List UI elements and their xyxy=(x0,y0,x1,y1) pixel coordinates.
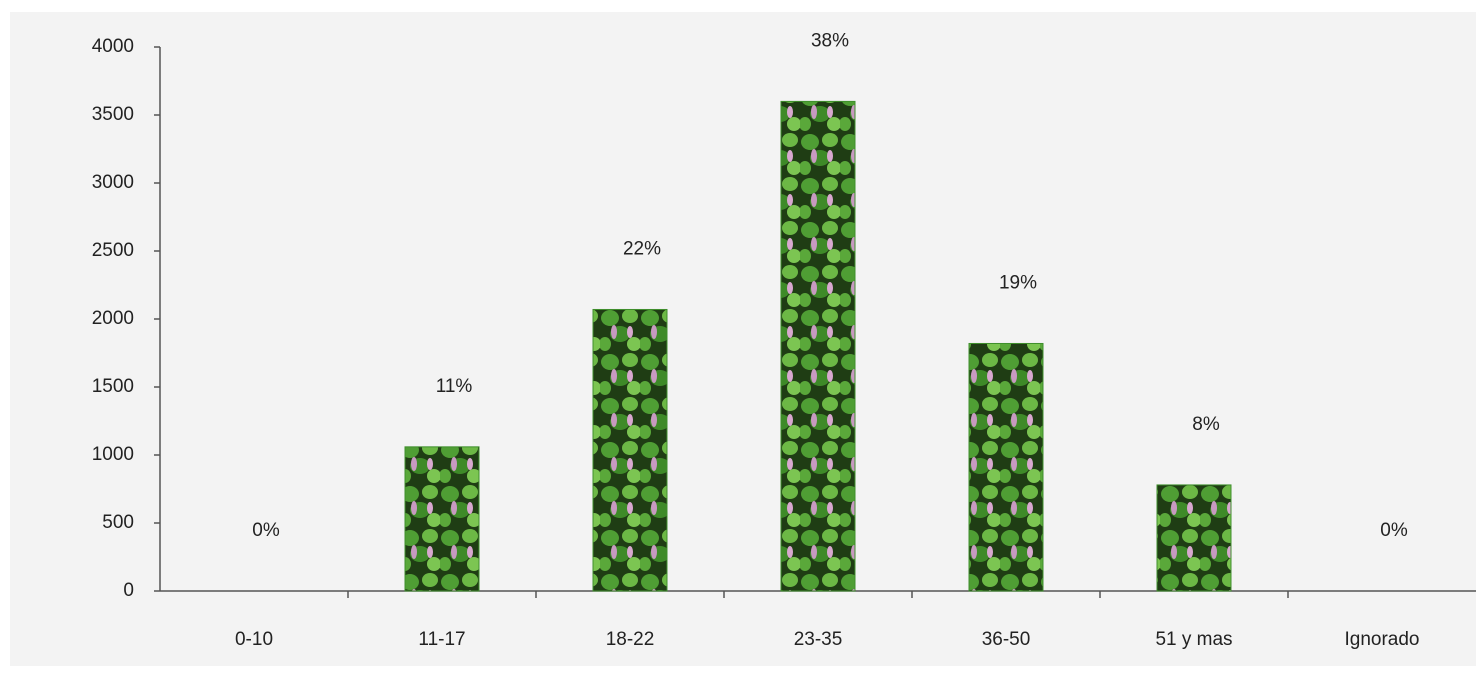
y-tick-label: 3000 xyxy=(92,172,134,193)
y-tick-label: 1000 xyxy=(92,444,134,465)
data-label: 0% xyxy=(252,520,280,541)
bar xyxy=(1156,484,1232,592)
x-tick-label: 51 y mas xyxy=(1155,629,1232,650)
data-label: 8% xyxy=(1192,414,1220,435)
plot: 0 500 1000 1500 2000 2500 3000 3500 4000 0-10 0% 11… xyxy=(92,30,1476,650)
data-label: 22% xyxy=(623,238,661,259)
x-tick-label: 18-22 xyxy=(606,629,655,650)
y-tick-label: 3500 xyxy=(92,104,134,125)
data-label: 0% xyxy=(1380,520,1408,541)
bar xyxy=(968,342,1044,592)
data-label: 19% xyxy=(999,272,1037,293)
y-tick-label: 0 xyxy=(123,580,134,601)
x-tick-label: Ignorado xyxy=(1344,629,1419,650)
bar xyxy=(592,308,668,592)
y-tick-label: 500 xyxy=(102,512,134,533)
y-tick-label: 1500 xyxy=(92,376,134,397)
x-tick-label: 36-50 xyxy=(982,629,1031,650)
y-tick-label: 4000 xyxy=(92,36,134,57)
y-tick-label: 2000 xyxy=(92,308,134,329)
bar xyxy=(780,100,856,592)
data-label: 11% xyxy=(436,376,473,397)
plot-background xyxy=(10,12,1476,666)
data-label: 38% xyxy=(811,30,849,51)
x-tick-label: 11-17 xyxy=(418,629,465,650)
x-tick-label: 23-35 xyxy=(794,629,843,650)
bar xyxy=(404,446,480,592)
y-tick-label: 2500 xyxy=(92,240,134,261)
x-tick-label: 0-10 xyxy=(235,629,273,650)
